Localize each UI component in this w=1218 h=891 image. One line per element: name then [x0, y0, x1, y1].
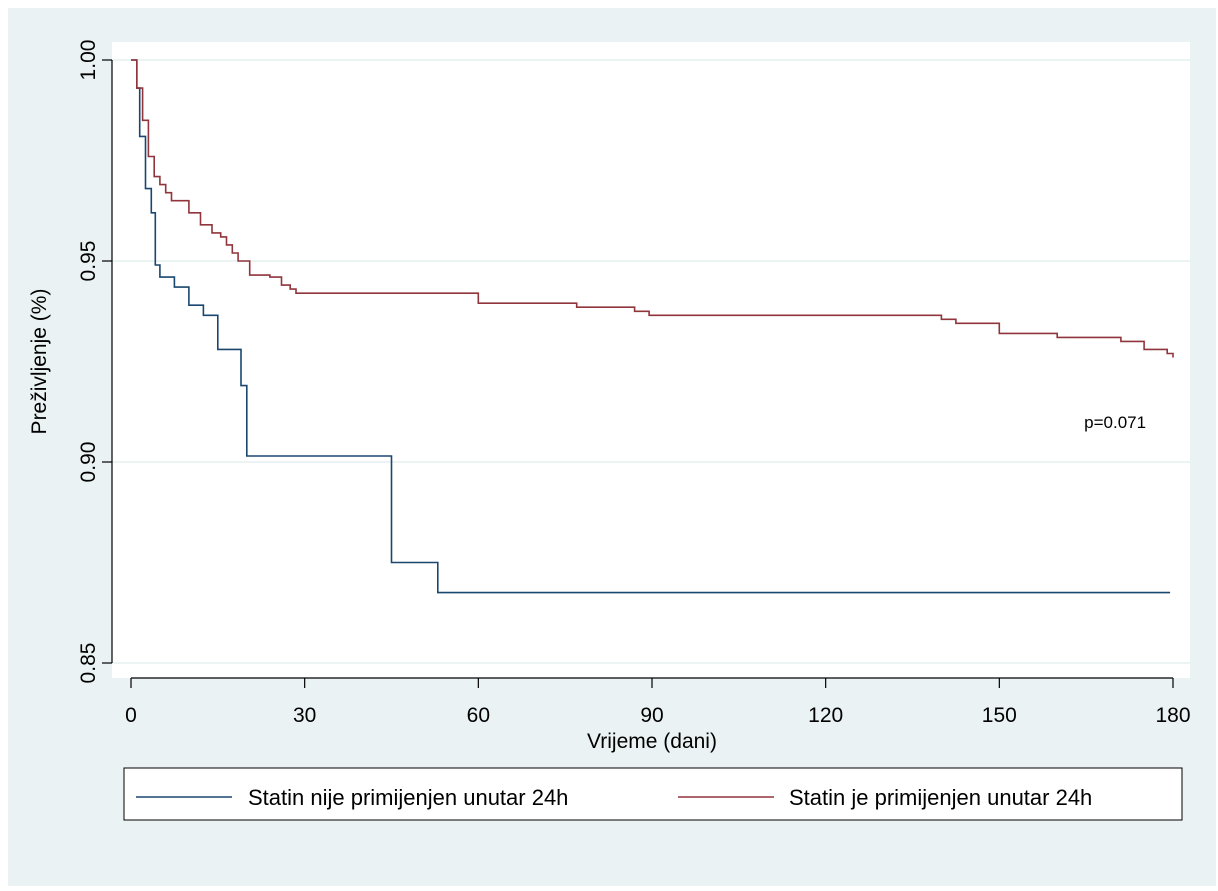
- legend-label-series-1: Statin nije primijenjen unutar 24h: [248, 785, 568, 810]
- y-tick-label-1: 0.90: [77, 442, 100, 483]
- grid-layer: [112, 59, 1190, 664]
- series-line-1: [131, 59, 1171, 594]
- series-line-2: [131, 59, 1174, 358]
- legend-label-series-2: Statin je primijenjen unutar 24h: [789, 785, 1092, 810]
- p-value-annotation: p=0.071: [1084, 413, 1146, 432]
- y-tick-label-3: 1.00: [77, 40, 100, 81]
- series-layer: [131, 59, 1174, 594]
- x-tick-label-0: 0: [125, 704, 137, 727]
- x-tick-label-2: 60: [467, 704, 490, 727]
- plot-region: [112, 42, 1190, 678]
- x-axis-label: Vrijeme (dani): [587, 730, 717, 753]
- x-tick-label-6: 180: [1155, 704, 1190, 727]
- legend: Statin nije primijenjen unutar 24h Stati…: [123, 767, 1183, 821]
- legend-box: [123, 767, 1183, 821]
- y-tick-label-2: 0.95: [77, 241, 100, 282]
- x-tick-label-1: 30: [293, 704, 316, 727]
- x-tick-label-4: 120: [808, 704, 843, 727]
- x-tick-label-3: 90: [640, 704, 663, 727]
- x-tick-label-5: 150: [982, 704, 1017, 727]
- axes-layer: 0.85 0.90 0.95 1.00 0 30 60 90 120 150 180: [77, 40, 1191, 727]
- y-tick-label-0: 0.85: [77, 643, 100, 684]
- y-axis-label: Preživljenje (%): [28, 289, 51, 435]
